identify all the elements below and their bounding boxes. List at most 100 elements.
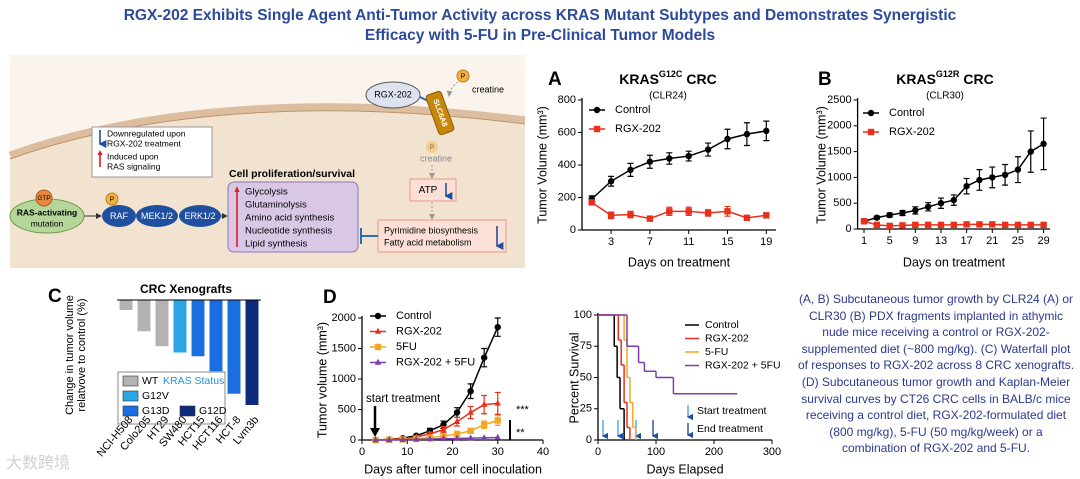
legend-marker <box>867 109 875 117</box>
y-tick-label: 500 <box>833 197 851 209</box>
ras-label: RAS-activating <box>17 207 77 217</box>
marker <box>886 211 893 219</box>
y-tick-label: 0 <box>570 224 576 236</box>
x-tick-label: 25 <box>1012 235 1024 247</box>
marker <box>453 434 461 441</box>
up-arrow-head <box>234 186 240 192</box>
legend-marker <box>374 358 382 365</box>
x-tick-label: 20 <box>446 446 458 458</box>
pathway-diagram: RGX-202 P creatine SLC6A8 P creatine ATP… <box>8 55 526 268</box>
legend-label: G13D <box>142 405 170 417</box>
marker <box>937 221 945 229</box>
legend-swatch <box>179 405 196 417</box>
marker <box>963 221 970 228</box>
legend-label: RGX-202 <box>615 123 661 135</box>
marker <box>426 435 434 442</box>
legend-label: WT <box>142 375 159 387</box>
key-label: RAS signaling <box>107 161 161 171</box>
x-tick-label: 9 <box>912 235 918 247</box>
x-axis-label: Days Elapsed <box>646 462 723 476</box>
marker <box>937 200 945 207</box>
kinase-label: RAF <box>110 211 129 221</box>
y-axis-label: Tumor volume (mm³) <box>315 322 329 438</box>
title-text: CRC <box>963 71 993 87</box>
y-tick-label: 1500 <box>827 146 851 158</box>
chart-title: KRASG12R CRC <box>896 69 994 86</box>
uptake-arrow <box>446 81 459 97</box>
annotation: start treatment <box>366 393 441 405</box>
legend-label: 5FU <box>396 341 417 353</box>
marker <box>413 435 420 442</box>
marker <box>480 400 488 407</box>
process-label: Amino acid synthesis <box>245 213 334 224</box>
y-axis-label: Tumor Volume (mm³) <box>535 106 549 224</box>
marker <box>646 158 654 165</box>
series-line <box>591 201 767 220</box>
marker <box>886 222 893 230</box>
y-axis-label: Change in tumor volume <box>64 295 76 415</box>
kinase-node <box>102 205 136 227</box>
chart-subtitle: (CLR30) <box>926 91 964 102</box>
kinase-label: ERK1/2 <box>184 211 215 221</box>
phosphate-label: P <box>430 144 435 151</box>
marker <box>873 221 881 229</box>
kinase-label: MEK1/2 <box>141 211 173 221</box>
y-tick-label: 600 <box>558 126 576 138</box>
marker <box>976 176 983 184</box>
x-tick-label: 19 <box>760 236 772 248</box>
annotation: Start treatment <box>697 405 767 417</box>
x-tick-label: 29 <box>1037 235 1049 247</box>
marker <box>873 214 881 221</box>
marker <box>976 221 983 228</box>
panel-label: A <box>548 69 562 90</box>
marker <box>607 178 615 185</box>
marker <box>963 182 970 190</box>
panel-label: D <box>323 287 337 308</box>
x-tick-label: 100 <box>647 446 665 458</box>
marker <box>627 166 634 174</box>
survival-arrows <box>601 405 694 440</box>
marker <box>743 214 751 222</box>
series-line <box>375 326 499 441</box>
marker <box>1001 171 1009 179</box>
phosphate <box>105 192 119 206</box>
y-tick-label: 0 <box>845 223 851 235</box>
legend-title: KRAS Status <box>163 375 224 387</box>
marker <box>685 208 692 215</box>
marker <box>467 427 474 435</box>
x-tick-label: 1 <box>861 235 867 247</box>
legend-marker <box>593 125 601 133</box>
y-tick-label: 1500 <box>332 342 356 354</box>
legend-marker <box>374 312 382 320</box>
key-label: Downregulated upon <box>107 128 186 138</box>
x-tick-label: 15 <box>721 236 733 248</box>
title-line: Efficacy with 5-FU in Pre-Clinical Tumor… <box>364 27 716 44</box>
legend-label: RGX-202 <box>705 332 749 344</box>
marker <box>480 421 488 428</box>
bar <box>137 300 151 332</box>
y-tick-label: 500 <box>338 403 356 415</box>
x-tick-label: 3 <box>608 236 614 248</box>
legend-label: RGX-202 + 5FU <box>396 356 475 368</box>
y-tick-label: 50 <box>580 371 592 383</box>
y-tick-label: 0 <box>350 434 356 446</box>
marker <box>1001 221 1009 229</box>
marker <box>743 130 751 138</box>
x-tick-label: 200 <box>705 446 723 458</box>
marker <box>607 212 615 219</box>
kinase-node <box>136 205 178 227</box>
legend-label: RGX-202 <box>396 325 442 337</box>
bar <box>209 300 223 372</box>
legend-marker <box>867 128 875 136</box>
marker <box>453 417 461 424</box>
marker <box>1040 140 1047 148</box>
marker <box>989 174 996 181</box>
series-line <box>375 436 498 441</box>
y-axis-label: relatvove to control (%) <box>76 298 88 411</box>
x-tick-label: 13 <box>935 235 947 247</box>
legend-label: G12D <box>199 405 227 417</box>
marker <box>480 354 488 361</box>
marker <box>440 425 447 432</box>
title-superscript: G12R <box>936 69 960 79</box>
marker <box>724 208 731 215</box>
